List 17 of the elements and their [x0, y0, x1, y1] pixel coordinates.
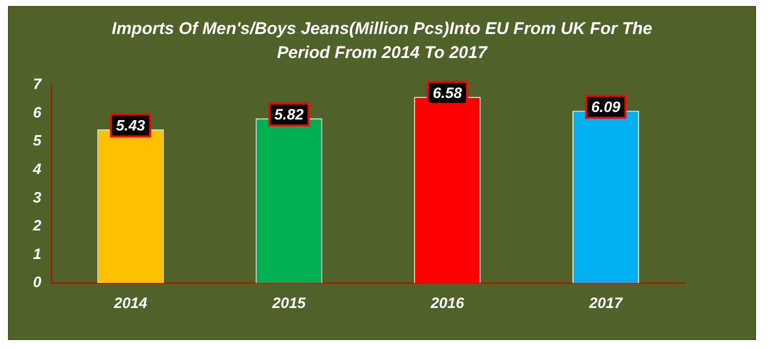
x-tick-label: 2017 [588, 295, 624, 312]
y-tick-label: 4 [32, 161, 42, 178]
data-label: 6.09 [591, 98, 622, 116]
x-tick-label: 2015 [271, 295, 306, 312]
data-label: 6.58 [432, 85, 463, 102]
data-label: 5.43 [116, 118, 146, 135]
y-tick-label: 2 [32, 218, 42, 235]
chart-title: Imports Of Men's/Boys Jeans(Million Pcs)Into EU From UK For The Period From 2014 To 2017 [110, 18, 654, 64]
y-tick-label: 0 [33, 274, 42, 292]
y-tick-label: 6 [33, 104, 42, 122]
x-tick-label: 2014 [112, 295, 148, 312]
y-tick-label: 3 [33, 189, 42, 206]
y-tick-label: 1 [33, 246, 42, 263]
x-tick-label: 2016 [430, 295, 465, 312]
y-tick-label: 5 [33, 132, 42, 150]
y-tick-label: 7 [33, 76, 42, 94]
data-label: 5.82 [274, 106, 304, 124]
